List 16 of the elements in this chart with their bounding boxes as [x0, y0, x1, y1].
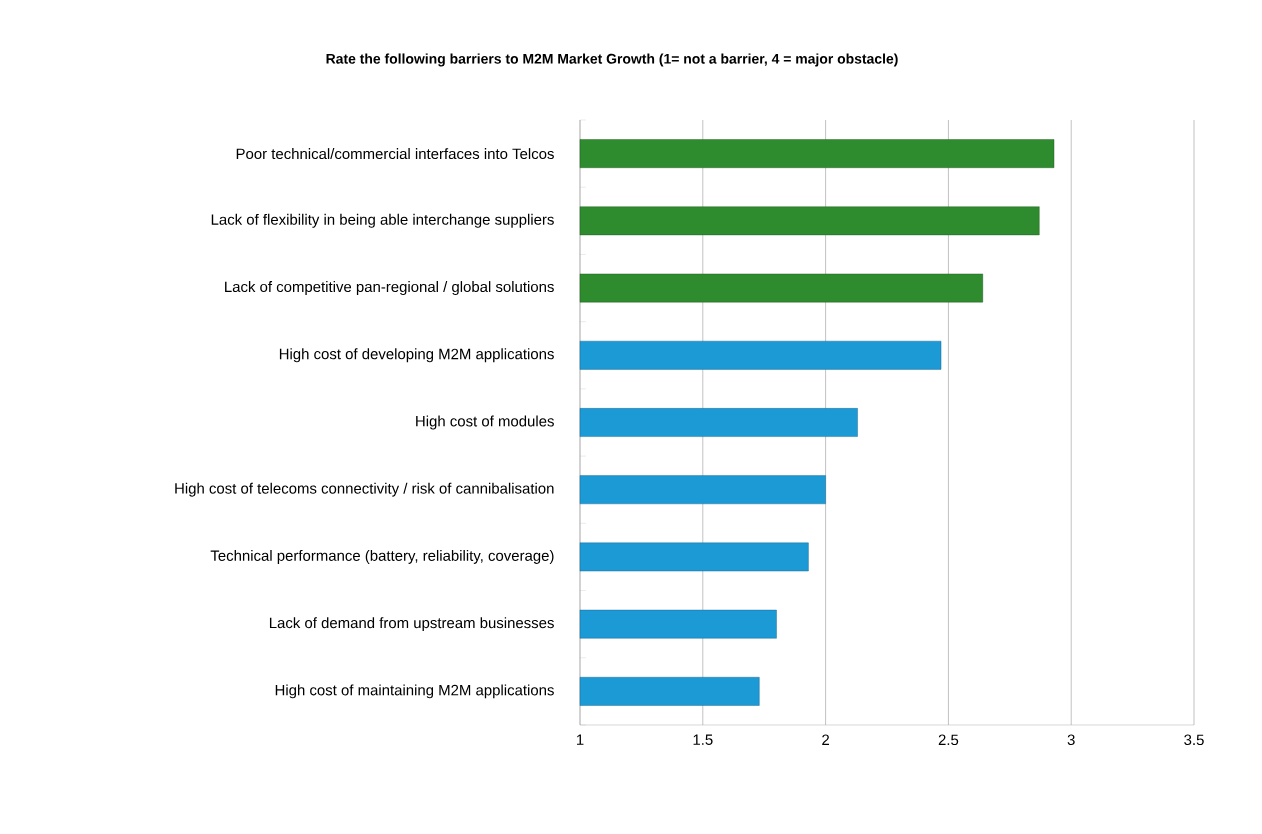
chart-title: Rate the following barriers to M2M Market Growth (1= not a barrier, 4 = major obstacle): [326, 53, 898, 67]
y-tick-label: Lack of flexibility in being able interchange suppliers: [211, 213, 554, 228]
y-tick-label: Technical performance (battery, reliability, coverage): [210, 549, 554, 564]
x-tick-label: 2.5: [938, 734, 959, 746]
y-tick-label: High cost of maintaining M2M applications: [275, 684, 554, 699]
y-tick-label: High cost of telecoms connectivity / risk of cannibalisation: [175, 482, 554, 497]
x-tick-label: 3: [1067, 734, 1075, 746]
y-tick-label: Lack of demand from upstream businesses: [269, 617, 554, 632]
y-tick-label: High cost of modules: [416, 415, 554, 430]
x-tick-label: 2: [822, 734, 830, 745]
x-tick-label: 1: [576, 734, 584, 745]
y-tick-label: Poor technical/commercial interfaces into Telcos: [236, 148, 554, 160]
x-tick-label: 1.5: [693, 734, 713, 745]
y-tick-label: Lack of competitive pan-regional / global solutions: [225, 281, 554, 295]
y-tick-label: High cost of developing M2M applications: [279, 348, 554, 363]
x-tick-label: 3.5: [1184, 734, 1204, 746]
